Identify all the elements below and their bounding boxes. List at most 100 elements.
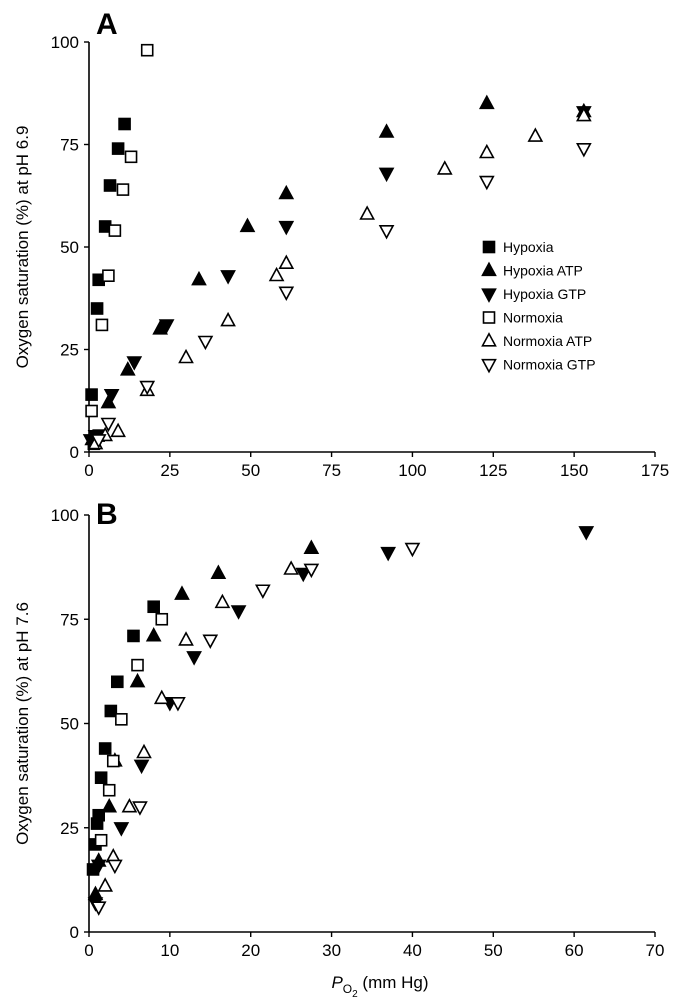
legend-label: Hypoxia GTP	[503, 286, 586, 302]
legend-item-normoxia-atp: Normoxia ATP	[481, 332, 592, 349]
panel-a-series-normoxia-atp	[87, 106, 592, 450]
panel-b-point-normoxia	[94, 833, 108, 847]
panel-b-point-hypoxia-gtp	[90, 859, 107, 875]
panel-b-point-hypoxia	[92, 808, 106, 822]
panel-a-x-tick-label: 25	[160, 461, 179, 480]
panel-a-point-normoxia-gtp	[139, 380, 156, 396]
x-axis-label-subscript: O	[343, 982, 352, 996]
panel-a-series-normoxia	[85, 43, 154, 418]
panel-a-letter: A	[96, 8, 118, 41]
panel-a-point-normoxia-atp	[478, 143, 495, 159]
legend-item-normoxia: Normoxia	[482, 310, 563, 326]
panel-b-point-hypoxia-atp	[210, 564, 227, 579]
panel-b-point-normoxia	[155, 612, 169, 626]
panel-a-x-tick-label: 100	[398, 461, 426, 480]
panel-b-point-hypoxia-atp	[174, 585, 190, 600]
panel-b-point-normoxia-gtp	[303, 563, 320, 579]
panel-b-x-tick-label: 60	[565, 941, 584, 960]
legend: Hypoxia Hypoxia ATP Hypoxia GTP Normoxia Nor…	[481, 239, 596, 374]
panel-a-point-hypoxia-atp	[378, 123, 395, 138]
legend-marker-normoxia-atp	[481, 332, 497, 347]
legend-label: Normoxia GTP	[503, 357, 596, 373]
panel-a-point-normoxia-atp	[268, 266, 285, 282]
legend-label: Hypoxia ATP	[503, 263, 583, 279]
legend-marker-normoxia	[482, 311, 496, 324]
panel-b-point-hypoxia-atp	[145, 627, 162, 642]
panel-b-point-hypoxia-gtp	[133, 759, 150, 775]
panel-b-x-tick-label: 0	[84, 941, 93, 960]
panel-b-x-tick-label: 10	[160, 941, 179, 960]
panel-b-point-normoxia-atp	[153, 689, 170, 705]
panel-a-point-normoxia-gtp	[90, 434, 107, 449]
panel-a-y-tick-label: 25	[60, 341, 79, 360]
panel-a-point-normoxia-gtp	[100, 417, 117, 433]
panel-b-series-normoxia-atp	[97, 560, 299, 892]
panel-b-x-tick-label: 40	[403, 941, 422, 960]
panel-b-y-tick-label: 100	[51, 506, 79, 525]
panel-a-x-tick-label: 175	[641, 461, 669, 480]
legend-label: Normoxia	[503, 310, 563, 326]
panel-a-point-hypoxia-atp	[478, 94, 495, 110]
panel-b-point-normoxia-atp	[121, 798, 138, 813]
panel-b-point-hypoxia	[147, 600, 160, 614]
panel-b-x-tick-label: 30	[322, 941, 341, 960]
panel-a-point-normoxia	[116, 183, 130, 196]
panel-a-point-hypoxia	[103, 179, 117, 192]
panel-a-point-normoxia	[124, 150, 138, 164]
panel-a-point-hypoxia-atp	[191, 270, 207, 286]
x-axis-label-symbol: P	[331, 973, 343, 992]
panel-b-y-axis-label: Oxygen saturation (%) at pH 7.6	[13, 602, 32, 845]
panel-a-y-tick-label: 100	[51, 33, 79, 52]
panel-a-point-normoxia	[85, 404, 98, 418]
panel-b-series-normoxia-gtp	[90, 542, 421, 916]
panel-a-point-hypoxia	[118, 117, 131, 131]
panel-a-point-normoxia-gtp	[278, 286, 295, 301]
panel-b-point-normoxia	[102, 783, 116, 797]
legend-marker-normoxia-gtp	[481, 358, 497, 374]
x-axis-label-subsubscript: 2	[352, 989, 358, 998]
legend-label: Normoxia ATP	[503, 333, 592, 349]
panel-a-y-axis-label: Oxygen saturation (%) at pH 6.9	[13, 126, 32, 369]
panel-a-point-hypoxia-atp	[239, 217, 256, 233]
panel-a-point-normoxia-gtp	[378, 225, 395, 240]
x-axis-label-units: (mm Hg)	[358, 973, 429, 992]
panel-a-x-tick-label: 75	[322, 461, 341, 480]
panel-a-point-normoxia	[102, 269, 115, 283]
legend-item-normoxia-gtp: Normoxia GTP	[481, 357, 596, 374]
panel-b-point-normoxia-gtp	[107, 859, 123, 875]
panel-b-point-normoxia-atp	[283, 560, 299, 575]
panel-a-chart: 0 25 50 75 100 125 150 175 0 25 50 75 100 A Oxygen sat…	[13, 8, 669, 480]
panel-b-chart: 0 10 20 30 40 50 60 70 0 25 50 75 100 B Oxygen saturat…	[13, 498, 664, 998]
panel-a-point-normoxia-atp	[359, 205, 375, 220]
panel-b-point-hypoxia	[111, 675, 124, 689]
panel-b-point-normoxia-gtp	[404, 542, 421, 558]
panel-a-point-hypoxia-gtp	[126, 356, 143, 371]
panel-b-point-normoxia-gtp	[90, 901, 107, 916]
legend-marker-hypoxia	[482, 240, 496, 254]
panel-b-point-hypoxia-gtp	[186, 651, 202, 666]
legend-marker-hypoxia-atp	[481, 261, 497, 277]
panel-b-point-normoxia-gtp	[132, 801, 148, 816]
panel-b-point-hypoxia	[127, 629, 140, 643]
panel-a-point-hypoxia	[111, 142, 125, 155]
panel-b-point-normoxia-atp	[97, 877, 114, 892]
panel-b-point-hypoxia-atp	[101, 798, 118, 813]
legend-item-hypoxia: Hypoxia	[482, 239, 554, 255]
panel-a-point-hypoxia	[85, 388, 98, 401]
panel-b-point-normoxia-atp	[136, 743, 152, 759]
legend-item-hypoxia-gtp: Hypoxia GTP	[481, 286, 586, 303]
panel-a-x-tick-label: 125	[479, 461, 507, 480]
panel-a-point-hypoxia-atp	[278, 184, 295, 200]
panel-a-point-normoxia-atp	[178, 348, 194, 364]
panel-a-point-hypoxia-gtp	[278, 220, 295, 236]
panel-b-y-tick-label: 0	[70, 923, 79, 942]
panel-a-point-normoxia-gtp	[197, 335, 214, 351]
panel-b-point-hypoxia-gtp	[295, 567, 312, 583]
panel-a-y-tick-label: 0	[70, 443, 79, 462]
panel-a-point-normoxia-gtp	[576, 143, 592, 158]
panel-a-point-hypoxia	[90, 302, 104, 315]
panel-b-point-normoxia	[106, 754, 120, 768]
panel-a-x-tick-label: 50	[241, 461, 260, 480]
panel-b-point-hypoxia-gtp	[380, 546, 397, 562]
panel-a-x-tick-label: 150	[560, 461, 588, 480]
